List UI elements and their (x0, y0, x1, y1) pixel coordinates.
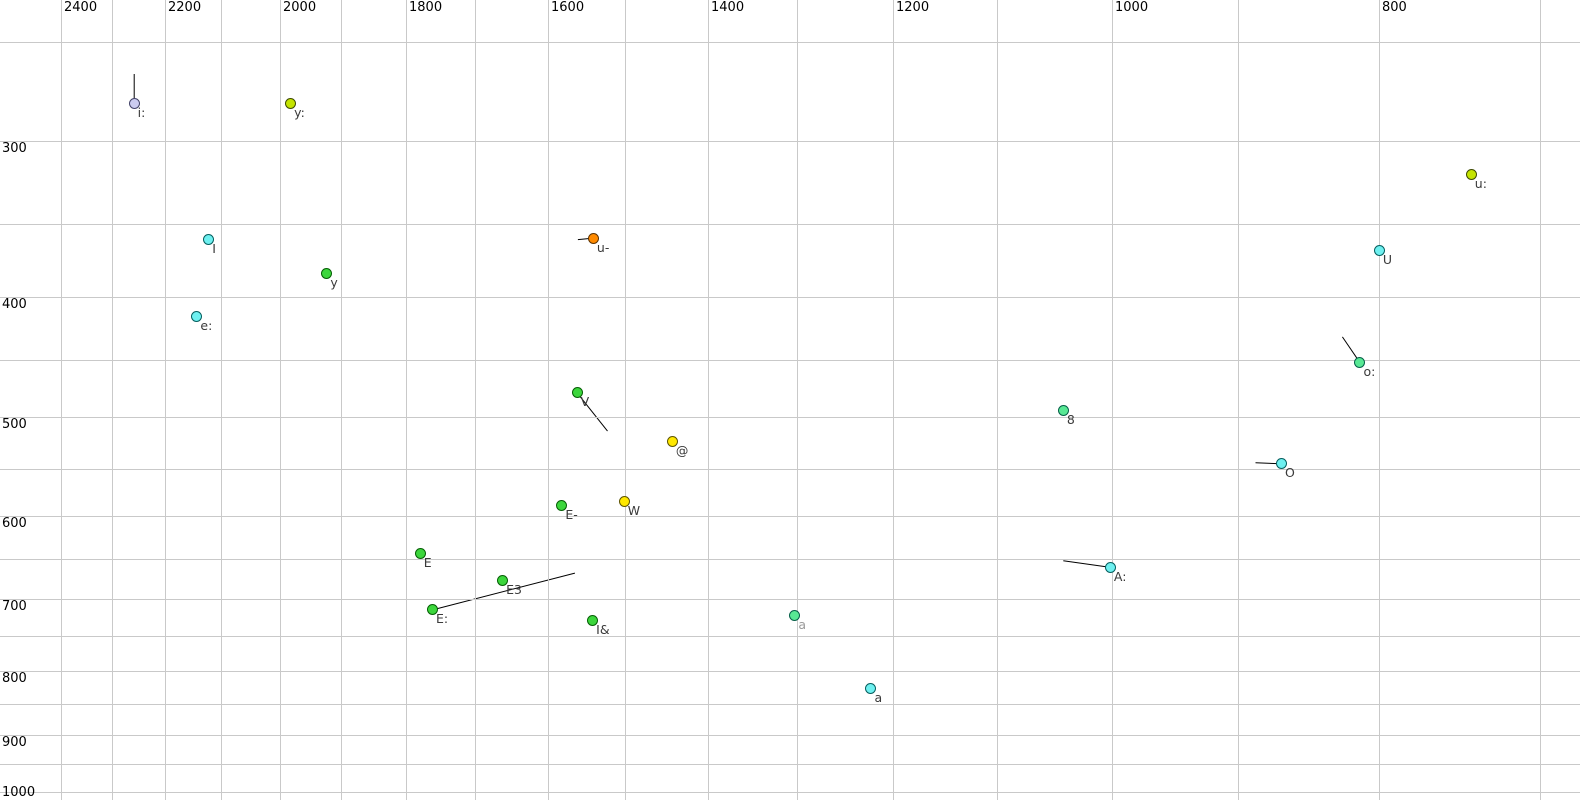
gridline-f1-950 (0, 764, 1580, 765)
gridline-f2-1000 (1112, 0, 1113, 800)
vowel-label-V: V (580, 394, 590, 410)
vowel-point-i: (128, 98, 140, 110)
gridline-f2-2200 (165, 0, 166, 800)
vowel-label-E:: E: (436, 611, 449, 627)
x-tick-label-1000: 1000 (1115, 0, 1149, 15)
vowel-point-E (414, 547, 426, 559)
vowel-label-O: O (1284, 465, 1295, 481)
gridline-f2-700 (1540, 0, 1541, 800)
vowel-point-a (865, 683, 877, 695)
vowel-label-E-: E- (565, 507, 578, 523)
gridline-f1-750 (0, 636, 1580, 637)
vowel-label-E: E (423, 554, 432, 570)
x-tick-label-1200: 1200 (896, 0, 930, 15)
gridline-f2-1800 (406, 0, 407, 800)
gridline-f2-1900 (341, 0, 342, 800)
vowel-point-o: (1354, 357, 1366, 369)
x-tick-label-800: 800 (1382, 0, 1407, 15)
gridline-f2-2400 (61, 0, 62, 800)
gridline-f1-700 (0, 599, 1580, 600)
gridline-f2-900 (1238, 0, 1239, 800)
x-tick-label-1600: 1600 (551, 0, 585, 15)
vowel-label-u:: u: (1474, 175, 1487, 191)
vowel-point-W (618, 495, 630, 507)
gridline-f1-600 (0, 516, 1580, 517)
tail-line-A: (1063, 560, 1111, 568)
vowel-label-8: 8 (1066, 412, 1075, 428)
gridline-f2-2100 (221, 0, 222, 800)
vowel-point-U (1373, 244, 1385, 256)
gridline-f1-500 (0, 417, 1580, 418)
vowel-label-I&: I& (596, 621, 610, 637)
vowel-label-y:: y: (294, 105, 305, 121)
vowel-label-a: a (798, 617, 807, 633)
x-tick-label-2000: 2000 (283, 0, 317, 15)
gridline-f1-900 (0, 735, 1580, 736)
vowel-point-E: (427, 604, 438, 616)
gridline-f1-350 (0, 224, 1580, 225)
x-tick-label-2200: 2200 (168, 0, 202, 15)
vowel-point-V (571, 387, 583, 399)
vowel-label-i:: i: (137, 105, 146, 121)
vowel-label-o:: o: (1363, 364, 1376, 380)
gridline-f2-1200 (893, 0, 894, 800)
vowel-label-@: @ (675, 443, 689, 459)
y-tick-label-800: 800 (2, 671, 27, 686)
x-tick-label-1400: 1400 (711, 0, 745, 15)
y-tick-label-900: 900 (2, 735, 27, 750)
vowel-label-U: U (1382, 251, 1392, 267)
gridline-f2-2000 (280, 0, 281, 800)
gridline-f2-2300 (112, 0, 113, 800)
vowel-label-y: y (330, 274, 338, 290)
gridline-f1-800 (0, 671, 1580, 672)
gridline-f1-300 (0, 141, 1580, 142)
vowel-point-E- (556, 500, 568, 512)
y-tick-label-600: 600 (2, 516, 27, 531)
gridline-f2-1400 (708, 0, 709, 800)
vowel-point-u- (587, 232, 599, 244)
vowel-point-y: (285, 98, 297, 110)
vowel-point-8 (1057, 405, 1069, 417)
vowel-point-E3 (497, 574, 509, 586)
y-tick-label-300: 300 (2, 141, 27, 156)
vowel-label-W: W (627, 502, 641, 518)
vowel-label-u-: u- (596, 239, 610, 255)
x-tick-label-2400: 2400 (64, 0, 98, 15)
gridline-f1-250 (0, 42, 1580, 43)
gridline-f2-800 (1379, 0, 1380, 800)
gridline-f2-1500 (625, 0, 626, 800)
vowel-point-@ (666, 436, 678, 448)
vowel-label-a: a (874, 690, 883, 706)
vowel-point-a (789, 610, 801, 622)
vowel-point-y (321, 267, 333, 279)
y-tick-label-700: 700 (2, 599, 27, 614)
vowel-label-e:: e: (200, 317, 213, 333)
gridline-f2-1100 (997, 0, 998, 800)
gridline-f1-650 (0, 559, 1580, 560)
gridline-f2-1700 (475, 0, 476, 800)
vowel-label-E3: E3 (506, 581, 523, 597)
vowel-point-u: (1465, 168, 1477, 180)
gridline-f1-850 (0, 704, 1580, 705)
vowel-point-A: (1104, 561, 1116, 573)
gridline-f1-400 (0, 297, 1580, 298)
vowel-point-I& (587, 614, 599, 626)
vowel-point-e: (191, 310, 203, 322)
gridline-f2-1300 (797, 0, 798, 800)
y-tick-label-1000: 1000 (2, 785, 36, 800)
vowel-point-O (1275, 458, 1287, 470)
gridline-f2-1600 (548, 0, 549, 800)
gridline-f1-550 (0, 469, 1580, 470)
x-tick-label-1800: 1800 (409, 0, 443, 15)
y-tick-label-500: 500 (2, 417, 27, 432)
y-tick-label-400: 400 (2, 297, 27, 312)
gridline-f1-450 (0, 360, 1580, 361)
vowel-label-I: I (212, 241, 216, 257)
vowel-label-A:: A: (1113, 568, 1127, 584)
vowel-point-I (203, 234, 215, 246)
gridline-f1-1000 (0, 792, 1580, 793)
